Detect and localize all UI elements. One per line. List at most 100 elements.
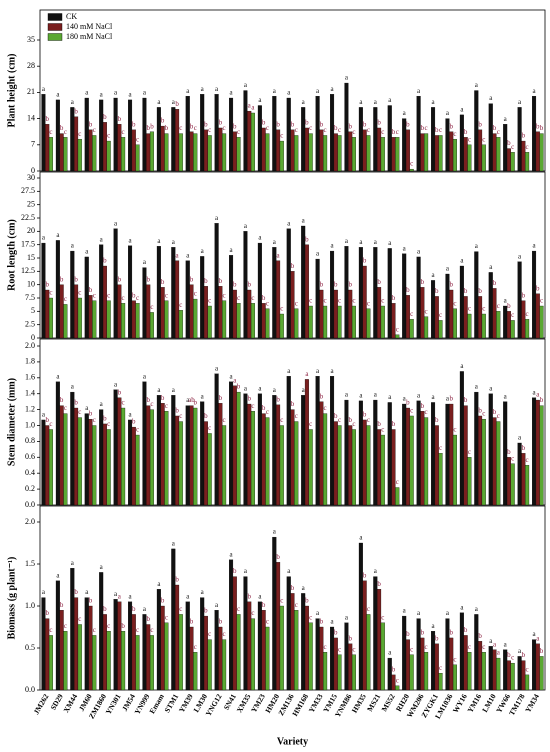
bar <box>203 286 208 339</box>
significance-letter: a <box>345 74 349 82</box>
bar <box>92 425 97 506</box>
bar <box>286 376 291 506</box>
bar <box>424 316 429 339</box>
significance-letter: b <box>464 626 468 634</box>
significance-letter: b <box>377 278 381 286</box>
y-tick-label: 27.5 <box>21 186 35 195</box>
significance-letter: b <box>74 399 78 407</box>
significance-letter: a <box>56 90 60 98</box>
y-tick-label: 22.5 <box>21 213 35 222</box>
significance-letter: c <box>93 416 96 424</box>
bar <box>193 298 198 339</box>
bar <box>539 405 544 506</box>
significance-letter: b <box>132 605 136 613</box>
significance-letter: b <box>493 279 497 287</box>
significance-letter: c <box>223 291 226 299</box>
significance-letter: a <box>374 391 378 399</box>
bar <box>525 674 530 691</box>
bar <box>106 140 111 172</box>
significance-letter: c <box>107 291 110 299</box>
bar <box>121 137 126 172</box>
bar <box>474 614 479 691</box>
y-axis-title: Root length (cm) <box>6 219 17 291</box>
significance-letter: a <box>42 588 46 596</box>
significance-letter: b <box>435 416 439 424</box>
bar <box>539 305 544 339</box>
significance-letter: c <box>352 297 355 305</box>
bar <box>373 247 378 339</box>
significance-letter: c <box>251 609 254 617</box>
bar <box>366 308 371 339</box>
bar <box>373 107 378 172</box>
bar <box>128 601 133 691</box>
bar <box>391 303 396 339</box>
bar <box>387 657 392 691</box>
significance-letter: c <box>179 301 182 309</box>
significance-letter: b <box>262 119 266 127</box>
significance-letter: c <box>526 456 529 464</box>
bar <box>333 421 338 506</box>
bar <box>279 605 284 691</box>
significance-letter: a <box>186 592 190 600</box>
significance-letter: a <box>244 567 248 575</box>
bar <box>229 559 234 691</box>
bar <box>146 133 151 172</box>
significance-letter: a <box>233 376 237 384</box>
y-tick-label: 17.5 <box>21 239 35 248</box>
significance-letter: a <box>201 392 205 400</box>
bar <box>257 105 262 172</box>
bar <box>243 231 248 339</box>
bar <box>377 429 382 506</box>
significance-letter: b <box>291 584 295 592</box>
significance-letter: a <box>100 400 104 408</box>
significance-letter: a <box>201 85 205 93</box>
bar <box>496 311 501 339</box>
significance-letter: c <box>410 310 413 318</box>
significance-letter: a <box>114 380 118 388</box>
significance-letter: c <box>136 135 139 143</box>
bar <box>405 129 410 172</box>
bar <box>344 246 349 339</box>
significance-letter: a <box>128 592 132 600</box>
significance-letter: a <box>128 411 132 419</box>
bar <box>232 385 237 506</box>
bar <box>149 409 154 506</box>
x-tick-label: MS52 <box>380 692 397 713</box>
significance-letter: b <box>522 651 526 659</box>
significance-letter: b <box>276 553 280 561</box>
y-tick-label: 14 <box>27 113 35 122</box>
significance-letter: b <box>276 120 280 128</box>
significance-letter: b <box>334 281 338 289</box>
legend-swatch <box>47 23 63 31</box>
bar <box>102 265 107 339</box>
significance-letter: b <box>146 396 150 404</box>
significance-letter: a <box>330 367 334 375</box>
significance-letter: b <box>363 571 367 579</box>
bar <box>517 442 522 506</box>
y-tick-label: 0.2 <box>25 484 35 493</box>
bar <box>459 371 464 506</box>
significance-letter: a <box>56 372 60 380</box>
significance-letter: c <box>194 124 197 132</box>
bar <box>330 376 335 506</box>
significance-letter: b <box>132 418 136 426</box>
bar <box>409 319 414 339</box>
significance-letter: c <box>208 297 211 305</box>
significance-letter: c <box>208 424 211 432</box>
bar <box>478 296 483 339</box>
bar <box>48 635 53 691</box>
bar <box>416 400 421 506</box>
y-tick-label: 0.5 <box>25 643 35 652</box>
bar <box>467 457 472 506</box>
bar <box>362 419 367 506</box>
significance-letter: c <box>352 645 355 653</box>
significance-letter: c <box>194 643 197 651</box>
significance-letter: a <box>431 622 435 630</box>
significance-letter: b <box>233 122 237 130</box>
significance-letter: c <box>150 303 153 311</box>
y-tick-label: 0.6 <box>25 452 35 461</box>
significance-letter: a <box>172 238 176 246</box>
significance-letter: b <box>540 647 544 655</box>
bar <box>402 403 407 506</box>
significance-letter: b <box>406 630 410 638</box>
